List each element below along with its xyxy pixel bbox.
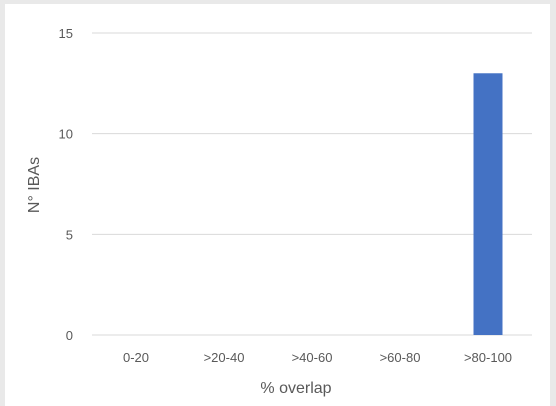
x-tick-label: >20-40 [204, 350, 245, 365]
chart-card: 0 5 10 15 0-20 >20-40 >40-60 >60-80 >80-100 N° … [5, 4, 550, 406]
bars [473, 73, 503, 336]
bar-chart: 0 5 10 15 0-20 >20-40 >40-60 >60-80 >80-100 N° … [26, 26, 532, 397]
gridlines [92, 32, 532, 336]
x-tick-label: >40-60 [292, 350, 333, 365]
y-tick-label: 5 [66, 227, 73, 242]
y-tick-labels: 0 5 10 15 [59, 26, 73, 343]
x-tick-label: 0-20 [123, 350, 149, 365]
y-tick-label: 10 [59, 127, 73, 142]
y-tick-label: 0 [66, 328, 73, 343]
bar-4 [473, 73, 503, 336]
y-tick-label: 15 [59, 26, 73, 41]
y-axis-title: N° IBAs [26, 157, 43, 213]
x-tick-label: >60-80 [380, 350, 421, 365]
x-tick-label: >80-100 [464, 350, 512, 365]
x-tick-labels: 0-20 >20-40 >40-60 >60-80 >80-100 [123, 350, 512, 365]
x-axis-title: % overlap [260, 380, 331, 397]
